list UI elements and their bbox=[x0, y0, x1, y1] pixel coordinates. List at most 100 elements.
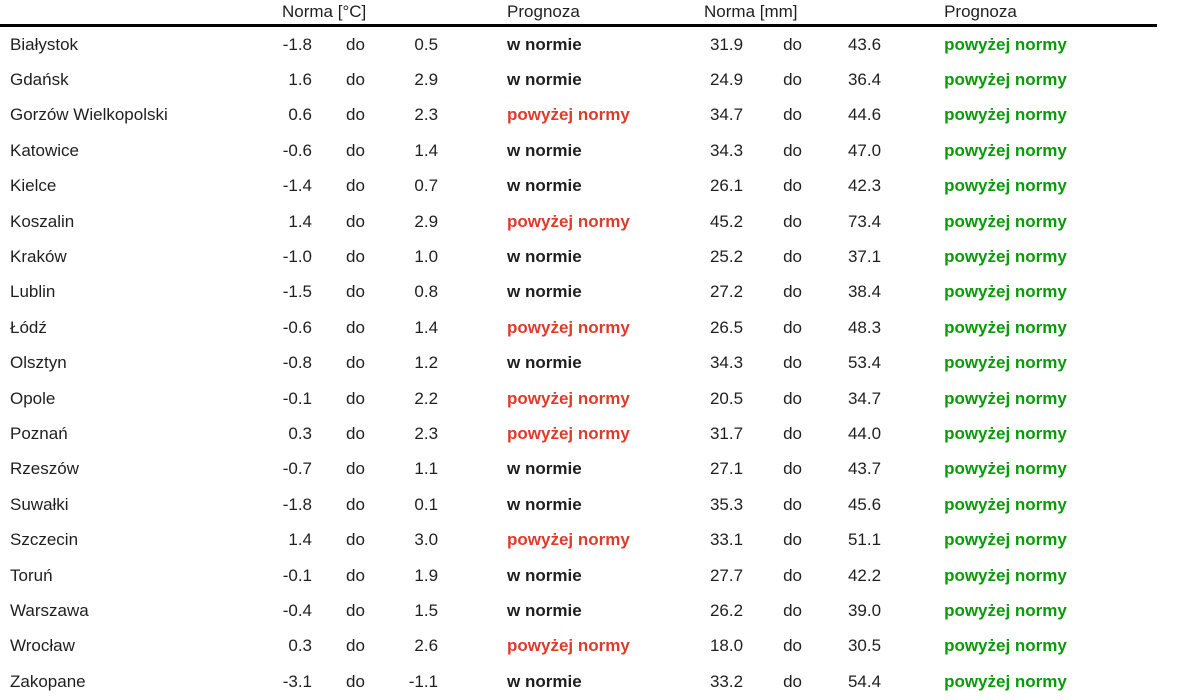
precip-max-cell: 44.6 bbox=[847, 105, 882, 125]
gap-cell-2 bbox=[881, 664, 944, 699]
precip-forecast-cell: powyżej normy bbox=[944, 34, 1067, 54]
precip-min-cell: 33.2 bbox=[709, 671, 744, 691]
precip-forecast-cell: powyżej normy bbox=[944, 140, 1067, 160]
precip-range-word: do bbox=[783, 105, 802, 125]
city-cell: Kielce bbox=[10, 176, 57, 196]
precip-min-cell: 26.2 bbox=[709, 600, 744, 620]
temp-min-cell: 1.4 bbox=[288, 211, 312, 231]
temp-range-word: do bbox=[346, 388, 365, 408]
table-row: Rzeszów -0.7 do 1.1 w normie 27.1 do 43.… bbox=[0, 452, 1157, 487]
precip-forecast-cell: powyżej normy bbox=[944, 671, 1067, 691]
precip-forecast-cell: powyżej normy bbox=[944, 530, 1067, 550]
gap-cell-1 bbox=[444, 26, 507, 63]
temp-min-cell: -0.7 bbox=[282, 459, 312, 479]
city-cell: Rzeszów bbox=[10, 459, 79, 479]
precip-min-cell: 34.3 bbox=[709, 140, 744, 160]
header-gap-2 bbox=[881, 0, 945, 27]
precip-min-cell: 25.2 bbox=[709, 247, 744, 267]
temp-max-cell: 0.1 bbox=[414, 494, 439, 514]
temp-forecast-cell: powyżej normy bbox=[507, 423, 630, 443]
gap-cell-2 bbox=[881, 416, 944, 451]
precip-max-cell: 45.6 bbox=[847, 494, 882, 514]
gap-cell-1 bbox=[444, 558, 507, 593]
temp-min-cell: -0.1 bbox=[282, 388, 312, 408]
table-row: Szczecin 1.4 do 3.0 powyżej normy 33.1 d… bbox=[0, 522, 1157, 557]
gap-cell-1 bbox=[444, 593, 507, 628]
temp-min-cell: -0.6 bbox=[282, 140, 312, 160]
temp-forecast-cell: w normie bbox=[507, 282, 582, 302]
precip-forecast-cell: powyżej normy bbox=[944, 282, 1067, 302]
precip-forecast-cell: powyżej normy bbox=[944, 636, 1067, 656]
precip-range-word: do bbox=[783, 565, 802, 585]
city-cell: Zakopane bbox=[10, 671, 86, 691]
temp-range-word: do bbox=[346, 140, 365, 160]
city-cell: Wrocław bbox=[10, 636, 75, 656]
precip-range-word: do bbox=[783, 388, 802, 408]
table-row: Warszawa -0.4 do 1.5 w normie 26.2 do 39… bbox=[0, 593, 1157, 628]
gap-cell-1 bbox=[444, 664, 507, 699]
city-cell: Lublin bbox=[10, 282, 56, 302]
precip-range-word: do bbox=[783, 247, 802, 267]
temp-max-cell: 1.2 bbox=[414, 353, 439, 373]
temp-range-word: do bbox=[346, 671, 365, 691]
temp-max-cell: 1.0 bbox=[414, 247, 439, 267]
gap-cell-1 bbox=[444, 133, 507, 168]
table-row: Kielce -1.4 do 0.7 w normie 26.1 do 42.3… bbox=[0, 169, 1157, 204]
temp-max-cell: 2.2 bbox=[414, 388, 439, 408]
gap-cell-2 bbox=[881, 239, 944, 274]
precip-min-cell: 27.7 bbox=[709, 565, 744, 585]
temp-forecast-cell: w normie bbox=[507, 176, 582, 196]
temp-min-cell: -1.0 bbox=[282, 247, 312, 267]
header-prognoza-precip: Prognoza bbox=[944, 0, 1158, 27]
gap-cell-1 bbox=[444, 204, 507, 239]
precip-min-cell: 24.9 bbox=[709, 70, 744, 90]
precip-range-word: do bbox=[783, 70, 802, 90]
temp-forecast-cell: w normie bbox=[507, 671, 582, 691]
gap-cell-2 bbox=[881, 593, 944, 628]
precip-min-cell: 31.9 bbox=[709, 34, 744, 54]
gap-cell-2 bbox=[881, 310, 944, 345]
precip-range-word: do bbox=[783, 423, 802, 443]
gap-cell-1 bbox=[444, 169, 507, 204]
city-cell: Gdańsk bbox=[10, 70, 69, 90]
precip-forecast-cell: powyżej normy bbox=[944, 176, 1067, 196]
temp-forecast-cell: powyżej normy bbox=[507, 636, 630, 656]
precip-range-word: do bbox=[783, 459, 802, 479]
precip-forecast-cell: powyżej normy bbox=[944, 423, 1067, 443]
city-cell: Suwałki bbox=[10, 494, 69, 514]
table-header: Norma [°C] Prognoza Norma [mm] Prognoza bbox=[0, 0, 1158, 27]
gap-cell-2 bbox=[881, 204, 944, 239]
precip-range-word: do bbox=[783, 353, 802, 373]
temp-max-cell: 1.4 bbox=[414, 317, 439, 337]
city-cell: Poznań bbox=[10, 423, 68, 443]
gap-cell-2 bbox=[881, 169, 944, 204]
temp-range-word: do bbox=[346, 530, 365, 550]
gap-cell-1 bbox=[444, 416, 507, 451]
precip-max-cell: 44.0 bbox=[847, 423, 882, 443]
precip-max-cell: 39.0 bbox=[847, 600, 882, 620]
city-cell: Katowice bbox=[10, 140, 79, 160]
table-row: Suwałki -1.8 do 0.1 w normie 35.3 do 45.… bbox=[0, 487, 1157, 522]
temp-forecast-cell: w normie bbox=[507, 353, 582, 373]
precip-max-cell: 34.7 bbox=[847, 388, 882, 408]
temp-min-cell: -0.1 bbox=[282, 565, 312, 585]
temp-range-word: do bbox=[346, 34, 365, 54]
temp-min-cell: -1.8 bbox=[282, 34, 312, 54]
precip-max-cell: 51.1 bbox=[847, 530, 882, 550]
precip-min-cell: 20.5 bbox=[709, 388, 744, 408]
temp-forecast-cell: powyżej normy bbox=[507, 530, 630, 550]
gap-cell-1 bbox=[444, 346, 507, 381]
precip-forecast-cell: powyżej normy bbox=[944, 353, 1067, 373]
table-row: Koszalin 1.4 do 2.9 powyżej normy 45.2 d… bbox=[0, 204, 1157, 239]
header-prognoza-temp: Prognoza bbox=[507, 0, 705, 27]
table-row: Wrocław 0.3 do 2.6 powyżej normy 18.0 do… bbox=[0, 629, 1157, 664]
temp-range-word: do bbox=[346, 600, 365, 620]
temp-min-cell: 0.6 bbox=[288, 105, 312, 125]
gap-cell-1 bbox=[444, 522, 507, 557]
precip-forecast-cell: powyżej normy bbox=[944, 459, 1067, 479]
temp-forecast-cell: w normie bbox=[507, 70, 582, 90]
gap-cell-1 bbox=[444, 381, 507, 416]
table-row: Gorzów Wielkopolski 0.6 do 2.3 powyżej n… bbox=[0, 98, 1157, 133]
gap-cell-2 bbox=[881, 346, 944, 381]
temp-range-word: do bbox=[346, 211, 365, 231]
